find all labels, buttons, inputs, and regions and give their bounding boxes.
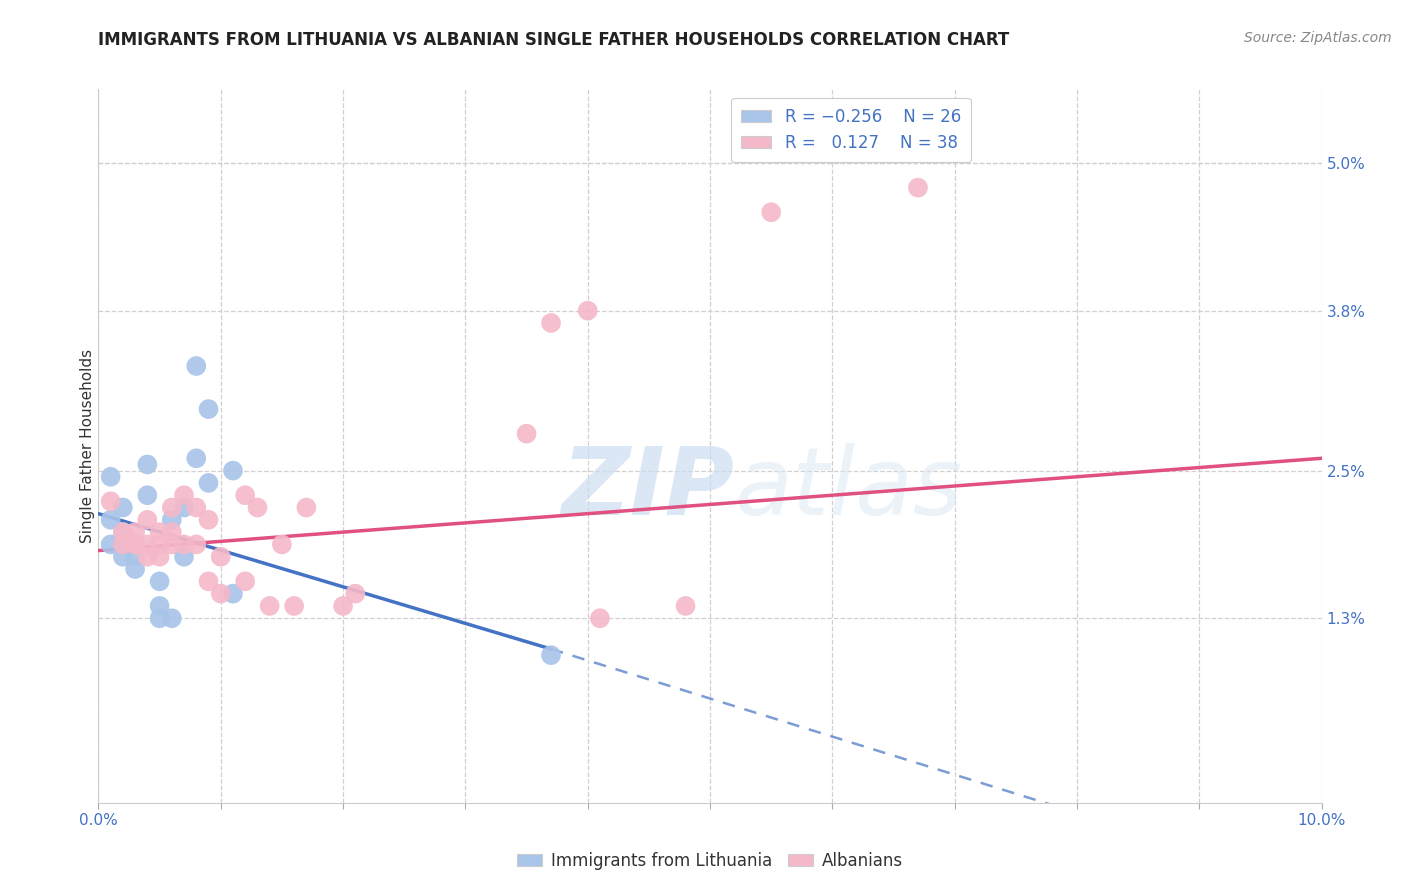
Point [124,525,146,540]
Point [540,648,562,662]
Point [344,587,367,601]
Point [186,451,208,466]
Text: atlas: atlas [734,443,963,534]
Point [576,303,599,318]
Point [124,537,146,551]
Point [136,549,159,564]
Point [124,549,146,564]
Point [173,500,195,515]
Point [100,469,122,483]
Point [149,525,172,540]
Point [197,475,219,490]
Text: ZIP: ZIP [561,442,734,535]
Point [149,611,172,625]
Point [149,549,172,564]
Point [209,549,232,564]
Point [173,549,195,564]
Point [136,458,159,472]
Point [197,574,219,589]
Point [160,513,183,527]
Point [173,537,195,551]
Point [160,525,183,540]
Point [160,500,183,515]
Point [246,500,269,515]
Point [111,525,134,540]
Point [675,599,697,613]
Point [907,180,929,194]
Point [186,500,208,515]
Point [186,359,208,373]
Point [759,205,782,219]
Point [222,464,245,478]
Point [270,537,292,551]
Point [589,611,612,625]
Text: Source: ZipAtlas.com: Source: ZipAtlas.com [1244,31,1392,45]
Point [209,587,232,601]
Point [111,525,134,540]
Point [295,500,318,515]
Point [540,316,562,330]
Point [332,599,354,613]
Point [259,599,281,613]
Point [100,513,122,527]
Point [136,537,159,551]
Point [149,599,172,613]
Point [149,537,172,551]
Point [136,488,159,502]
Point [124,537,146,551]
Point [283,599,305,613]
Point [149,574,172,589]
Point [124,537,146,551]
Point [111,549,134,564]
Point [111,500,134,515]
Point [136,513,159,527]
Point [186,537,208,551]
Legend: Immigrants from Lithuania, Albanians: Immigrants from Lithuania, Albanians [510,846,910,877]
Point [233,488,256,502]
Point [100,494,122,508]
Point [160,611,183,625]
Point [111,537,134,551]
Point [233,574,256,589]
Point [111,537,134,551]
Point [222,587,245,601]
Point [124,562,146,576]
Point [173,488,195,502]
Point [197,402,219,417]
Point [516,426,538,441]
Point [100,537,122,551]
Y-axis label: Single Father Households: Single Father Households [80,349,94,543]
Point [160,537,183,551]
Point [197,513,219,527]
Text: IMMIGRANTS FROM LITHUANIA VS ALBANIAN SINGLE FATHER HOUSEHOLDS CORRELATION CHART: IMMIGRANTS FROM LITHUANIA VS ALBANIAN SI… [98,31,1010,49]
